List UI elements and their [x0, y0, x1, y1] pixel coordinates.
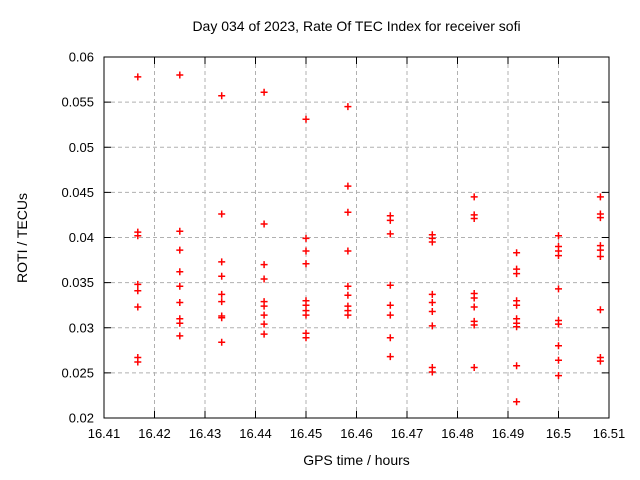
- scatter-points: [134, 71, 604, 406]
- plot-border: [103, 56, 610, 419]
- y-tick-label: 0.03: [69, 320, 94, 335]
- y-tick-label: 0.035: [61, 275, 94, 290]
- x-tick-label: 16.44: [239, 426, 272, 441]
- x-tick-label: 16.51: [593, 426, 626, 441]
- x-tick-label: 16.5: [546, 426, 571, 441]
- y-tick-label: 0.045: [61, 185, 94, 200]
- x-tick-label: 16.49: [492, 426, 525, 441]
- y-tick-label: 0.05: [69, 140, 94, 155]
- y-tick-label: 0.06: [69, 50, 94, 65]
- tick-labels: 16.41 16.42 16.43 16.44 16.45 16.46 16.47 16.48…: [61, 50, 625, 442]
- x-tick-label: 16.47: [391, 426, 424, 441]
- x-tick-label: 16.48: [441, 426, 474, 441]
- y-tick-label: 0.025: [61, 365, 94, 380]
- data-markers: [134, 71, 604, 406]
- y-tick-label: 0.055: [61, 95, 94, 110]
- chart-title: Day 034 of 2023, Rate Of TEC Index for r…: [192, 18, 521, 34]
- x-tick-label: 16.46: [340, 426, 373, 441]
- y-tick-label: 0.04: [69, 230, 94, 245]
- x-tick-label: 16.41: [88, 426, 121, 441]
- x-tick-label: 16.42: [138, 426, 171, 441]
- x-tick-label: 16.43: [189, 426, 222, 441]
- x-axis-label: GPS time / hours: [303, 452, 410, 468]
- y-tick-label: 0.02: [69, 411, 94, 426]
- x-tick-label: 16.45: [290, 426, 323, 441]
- grid-lines: [104, 57, 609, 418]
